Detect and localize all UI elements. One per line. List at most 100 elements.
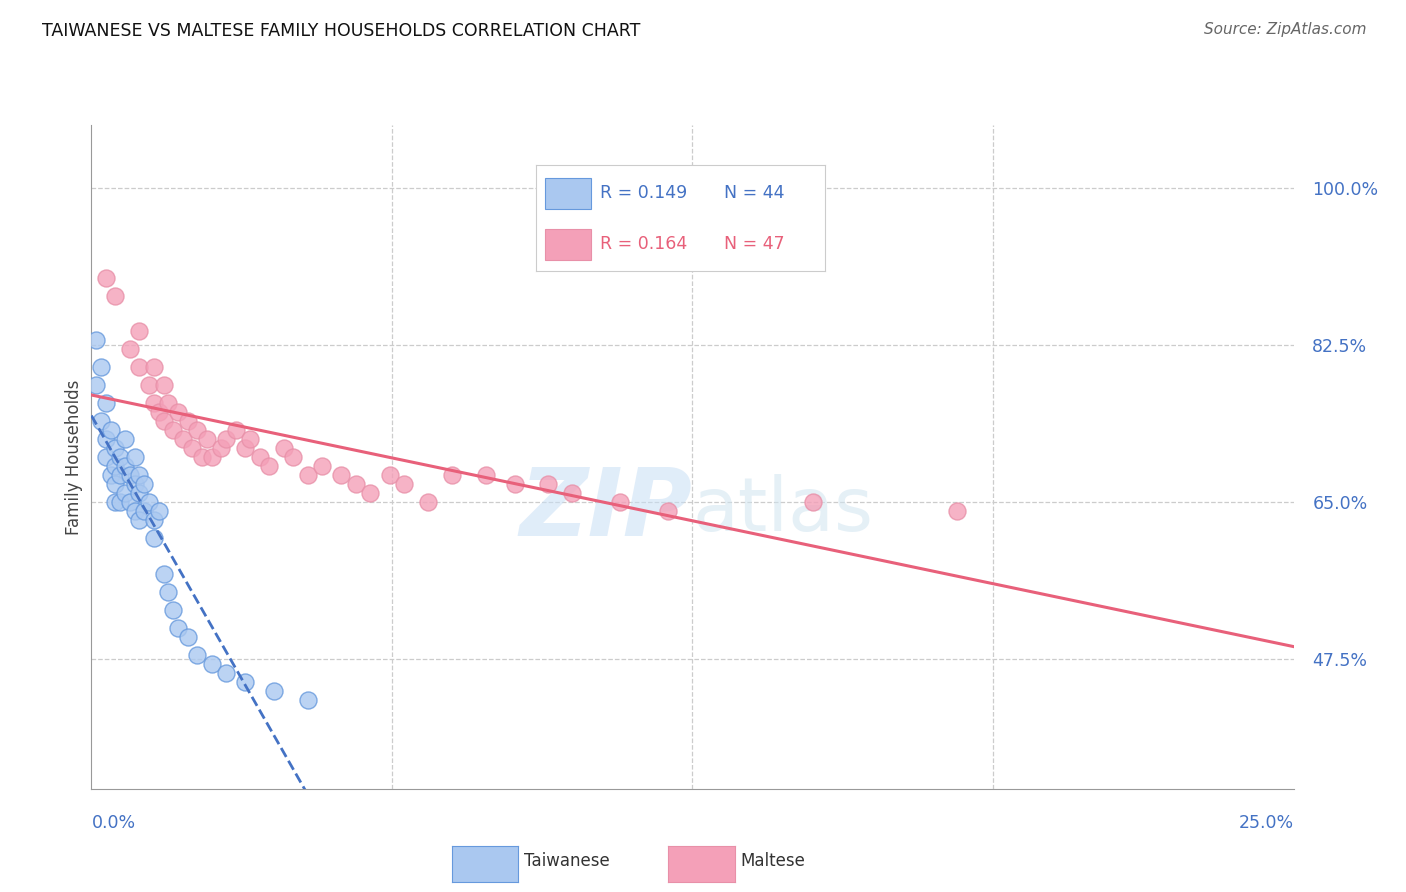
Point xyxy=(311,459,333,474)
Point xyxy=(110,450,132,465)
Point xyxy=(114,486,136,500)
Point xyxy=(176,414,198,428)
Point xyxy=(201,450,224,465)
Text: 25.0%: 25.0% xyxy=(1239,814,1294,831)
Point xyxy=(84,334,107,348)
Point xyxy=(104,495,127,509)
Point xyxy=(162,423,184,437)
Point xyxy=(392,477,415,491)
Point xyxy=(100,468,122,483)
Point xyxy=(503,477,526,491)
Point xyxy=(128,360,150,375)
Point xyxy=(104,441,127,455)
Point xyxy=(128,513,150,527)
Point xyxy=(561,486,583,500)
Point xyxy=(344,477,367,491)
Point xyxy=(801,495,824,509)
Point xyxy=(172,432,194,446)
Point xyxy=(104,459,127,474)
Point xyxy=(110,468,132,483)
Point xyxy=(440,468,463,483)
Point xyxy=(90,414,112,428)
Point xyxy=(297,468,319,483)
Point xyxy=(142,531,165,545)
Point xyxy=(134,477,156,491)
Point xyxy=(157,396,180,410)
Point xyxy=(142,513,165,527)
Point xyxy=(186,423,208,437)
Point xyxy=(138,378,160,392)
Point xyxy=(84,378,107,392)
Point xyxy=(118,468,141,483)
Point xyxy=(416,495,439,509)
Point xyxy=(215,665,238,680)
Point xyxy=(946,504,969,518)
Point xyxy=(176,630,198,644)
Point xyxy=(114,432,136,446)
Point xyxy=(157,585,180,599)
Text: 0.0%: 0.0% xyxy=(91,814,135,831)
Point xyxy=(142,360,165,375)
Point xyxy=(195,432,218,446)
Text: atlas: atlas xyxy=(692,474,873,547)
Point xyxy=(152,414,174,428)
Point xyxy=(259,459,281,474)
Point xyxy=(283,450,305,465)
Text: TAIWANESE VS MALTESE FAMILY HOUSEHOLDS CORRELATION CHART: TAIWANESE VS MALTESE FAMILY HOUSEHOLDS C… xyxy=(42,22,641,40)
Point xyxy=(297,692,319,706)
Point xyxy=(118,495,141,509)
Point xyxy=(330,468,353,483)
Point xyxy=(273,441,295,455)
Point xyxy=(215,432,238,446)
Point xyxy=(128,486,150,500)
Point xyxy=(94,432,117,446)
Point xyxy=(249,450,271,465)
Point xyxy=(90,360,112,375)
Point xyxy=(124,477,146,491)
Point xyxy=(191,450,214,465)
Point xyxy=(114,459,136,474)
Point xyxy=(110,495,132,509)
Point xyxy=(100,423,122,437)
Point xyxy=(378,468,401,483)
Point xyxy=(359,486,381,500)
Y-axis label: Family Households: Family Households xyxy=(65,379,83,535)
Point xyxy=(537,477,560,491)
Point xyxy=(233,441,256,455)
Point xyxy=(94,396,117,410)
Point xyxy=(134,504,156,518)
Point xyxy=(233,674,256,689)
Point xyxy=(152,378,174,392)
Point xyxy=(124,450,146,465)
Point xyxy=(201,657,224,671)
Point xyxy=(181,441,204,455)
Point xyxy=(148,405,170,419)
Point xyxy=(142,396,165,410)
Point xyxy=(225,423,247,437)
Text: Maltese: Maltese xyxy=(741,852,806,871)
Point xyxy=(167,405,190,419)
Point xyxy=(124,504,146,518)
Point xyxy=(148,504,170,518)
Point xyxy=(104,288,127,302)
Point xyxy=(209,441,232,455)
Point xyxy=(138,495,160,509)
Point xyxy=(474,468,496,483)
Point xyxy=(657,504,679,518)
Text: ZIP: ZIP xyxy=(520,465,692,557)
Point xyxy=(94,270,117,285)
Point xyxy=(128,325,150,339)
Point xyxy=(152,566,174,581)
Point xyxy=(128,468,150,483)
Point xyxy=(186,648,208,662)
Point xyxy=(162,603,184,617)
Point xyxy=(94,450,117,465)
Point xyxy=(104,477,127,491)
Point xyxy=(263,683,285,698)
Text: Source: ZipAtlas.com: Source: ZipAtlas.com xyxy=(1204,22,1367,37)
Point xyxy=(239,432,262,446)
Point xyxy=(118,343,141,357)
Point xyxy=(609,495,631,509)
Text: Taiwanese: Taiwanese xyxy=(524,852,610,871)
Point xyxy=(167,621,190,635)
